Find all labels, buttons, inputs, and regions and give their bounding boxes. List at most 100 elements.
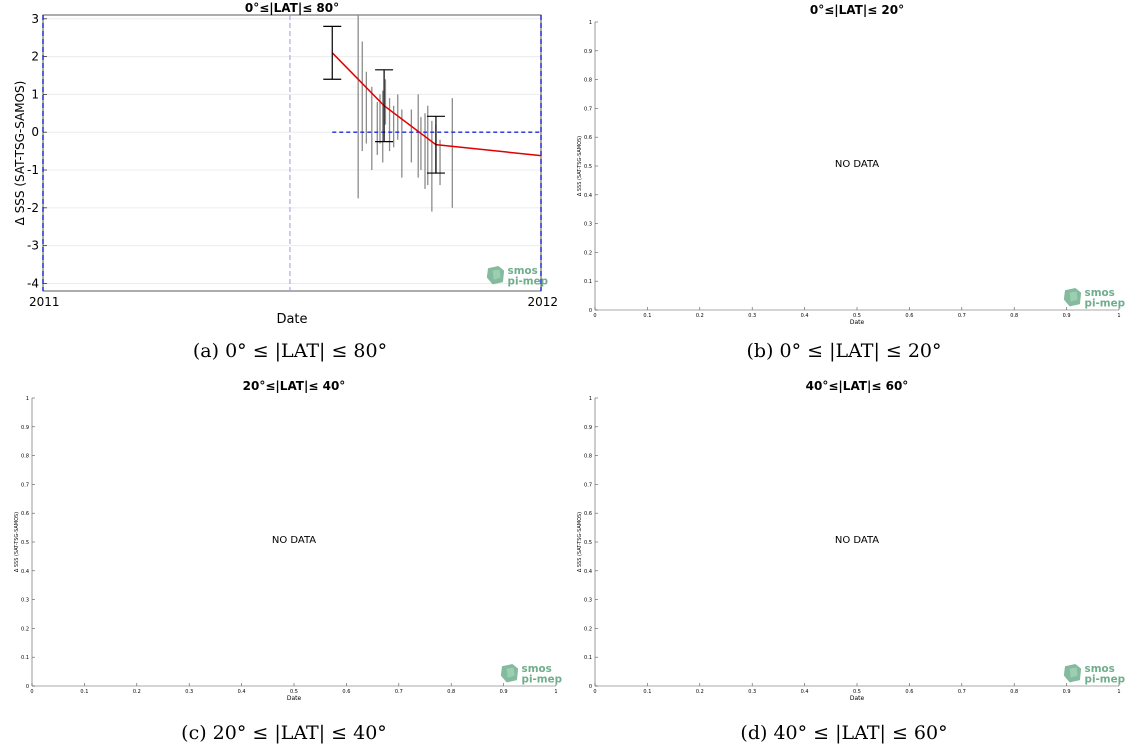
y-tick-label: 0.7 bbox=[584, 482, 592, 488]
x-tick-label: 0.5 bbox=[853, 313, 861, 319]
x-tick-label: 0 bbox=[593, 313, 596, 319]
y-axis-label: Δ SSS (SAT-TSG-SAMOS) bbox=[14, 512, 20, 572]
x-axis-label: Date bbox=[850, 319, 865, 326]
y-axis-label: Δ SSS (SAT-TSG-SAMOS) bbox=[577, 512, 583, 572]
y-tick-label: 0.9 bbox=[584, 49, 592, 55]
x-tick-label: 0.7 bbox=[958, 313, 966, 319]
y-tick-label: 0.7 bbox=[584, 106, 592, 112]
logo-mark-highlight bbox=[506, 667, 515, 678]
x-axis-label: Date bbox=[276, 312, 307, 327]
x-tick-label: 0.4 bbox=[801, 689, 809, 695]
y-tick-label: 0.2 bbox=[21, 626, 29, 632]
x-tick-label: 2012 bbox=[527, 295, 558, 309]
y-tick-label: 0.4 bbox=[584, 193, 592, 199]
x-axis-label: Date bbox=[287, 695, 302, 702]
y-tick-label: 0.6 bbox=[21, 511, 29, 517]
y-tick-label: 0.2 bbox=[584, 250, 592, 256]
logo-line2: pi-mep bbox=[1085, 297, 1125, 309]
x-tick-label: 0.3 bbox=[748, 313, 756, 319]
x-tick-label: 0.5 bbox=[290, 689, 298, 695]
x-tick-label: 0.1 bbox=[80, 689, 88, 695]
x-tick-label: 0.4 bbox=[238, 689, 246, 695]
x-tick-label: 0.5 bbox=[853, 689, 861, 695]
y-tick-label: 0.7 bbox=[21, 482, 29, 488]
logo-line2: pi-mep bbox=[522, 673, 562, 685]
x-tick-label: 0.8 bbox=[1010, 313, 1018, 319]
y-tick-label: 0.4 bbox=[584, 569, 592, 575]
y-tick-label: 0.4 bbox=[21, 569, 29, 575]
panel-title: 0°≤|LAT|≤ 80° bbox=[245, 1, 339, 15]
y-tick-label: 1 bbox=[26, 396, 29, 402]
logo-line1: smos bbox=[1085, 663, 1115, 675]
x-tick-label: 1 bbox=[554, 689, 557, 695]
chart-a: -4 -3 -2 -1 0 1 2 3 2011 2012 0°≤|LAT|≤ 80° Date Δ S… bbox=[13, 1, 558, 327]
y-tick-label: 0.5 bbox=[21, 540, 29, 546]
logo-line1: smos bbox=[508, 265, 538, 277]
x-tick-label: 0 bbox=[593, 689, 596, 695]
y-tick-label: 0.8 bbox=[21, 454, 29, 460]
y-tick-label: 0 bbox=[26, 684, 29, 690]
y-tick-label: 0.8 bbox=[584, 454, 592, 460]
panel-d: 0 0.1 0.2 0.3 0.4 0.5 0.6 0.7 0.8 0.9 1 0 0.1 0.2 0.3 0… bbox=[563, 376, 1126, 706]
x-tick-label: 0.8 bbox=[1010, 689, 1018, 695]
x-axis-label: Date bbox=[850, 695, 865, 702]
x-tick-label: 0.2 bbox=[696, 689, 704, 695]
y-tick-label: -4 bbox=[27, 276, 39, 290]
chart-d: 0 0.1 0.2 0.3 0.4 0.5 0.6 0.7 0.8 0.9 1 0 0.1 0.2 0.3 0… bbox=[577, 379, 1125, 702]
y-tick-label: 0 bbox=[589, 684, 592, 690]
chart-c: 0 0.1 0.2 0.3 0.4 0.5 0.6 0.7 0.8 0.9 1 0 0.1 0.2 0.3 0… bbox=[14, 379, 562, 702]
caption-b: (b) 0° ≤ |LAT| ≤ 20° bbox=[746, 340, 942, 362]
panel-title: 20°≤|LAT|≤ 40° bbox=[243, 379, 346, 393]
x-tick-label: 0.7 bbox=[395, 689, 403, 695]
y-tick-label: 0.1 bbox=[584, 279, 592, 285]
y-tick-label: 0.5 bbox=[584, 540, 592, 546]
panel-b: 0 0.1 0.2 0.3 0.4 0.5 0.6 0.7 0.8 0.9 1 0 0.1 0.2 0.3 0… bbox=[563, 0, 1126, 330]
x-tick-label: 0.1 bbox=[643, 689, 651, 695]
y-tick-label: 0.6 bbox=[584, 511, 592, 517]
x-tick-label: 1 bbox=[1117, 689, 1120, 695]
no-data-message: NO DATA bbox=[835, 535, 879, 546]
x-tick-label: 0.8 bbox=[447, 689, 455, 695]
y-tick-label: 1 bbox=[589, 396, 592, 402]
logo-mark-highlight bbox=[492, 269, 501, 280]
logo-mark-highlight bbox=[1069, 291, 1078, 302]
x-tick-label: 0.1 bbox=[643, 313, 651, 319]
y-tick-label: 0 bbox=[589, 308, 592, 314]
y-tick-label: 0.1 bbox=[21, 655, 29, 661]
y-tick-label: 0.3 bbox=[584, 598, 592, 604]
panel-a: -4 -3 -2 -1 0 1 2 3 2011 2012 0°≤|LAT|≤ 80° Date Δ S… bbox=[0, 0, 563, 330]
x-tick-label: 0.4 bbox=[801, 313, 809, 319]
y-tick-label: 0.9 bbox=[584, 425, 592, 431]
y-tick-label: 3 bbox=[31, 12, 39, 26]
y-tick-label: -2 bbox=[27, 201, 39, 215]
x-tick-label: 0.7 bbox=[958, 689, 966, 695]
panel-c: 0 0.1 0.2 0.3 0.4 0.5 0.6 0.7 0.8 0.9 1 0 0.1 0.2 0.3 0… bbox=[0, 376, 563, 706]
panel-title: 0°≤|LAT|≤ 20° bbox=[810, 3, 904, 17]
y-tick-label: 0.6 bbox=[584, 135, 592, 141]
x-tick-label: 0.6 bbox=[342, 689, 350, 695]
y-tick-label: 0.8 bbox=[584, 78, 592, 84]
x-tick-label: 0.9 bbox=[1063, 689, 1071, 695]
logo-mark-highlight bbox=[1069, 667, 1078, 678]
x-tick-label: 0.6 bbox=[905, 313, 913, 319]
y-tick-label: 0.3 bbox=[584, 222, 592, 228]
panel-title: 40°≤|LAT|≤ 60° bbox=[806, 379, 909, 393]
logo-line2: pi-mep bbox=[508, 275, 548, 287]
x-tick-label: 0.3 bbox=[748, 689, 756, 695]
y-tick-label: -1 bbox=[27, 163, 39, 177]
x-tick-label: 0.3 bbox=[185, 689, 193, 695]
y-tick-label: 1 bbox=[31, 87, 39, 101]
x-tick-label: 0 bbox=[30, 689, 33, 695]
y-axis-label: Δ SSS (SAT-TSG-SAMOS) bbox=[13, 81, 27, 226]
x-tick-label: 1 bbox=[1117, 313, 1120, 319]
logo-line1: smos bbox=[522, 663, 552, 675]
x-tick-label: 0.2 bbox=[133, 689, 141, 695]
logo-line1: smos bbox=[1085, 287, 1115, 299]
x-tick-label: 0.2 bbox=[696, 313, 704, 319]
y-axis-label: Δ SSS (SAT-TSG-SAMOS) bbox=[577, 136, 583, 196]
y-tick-label: 0.9 bbox=[21, 425, 29, 431]
